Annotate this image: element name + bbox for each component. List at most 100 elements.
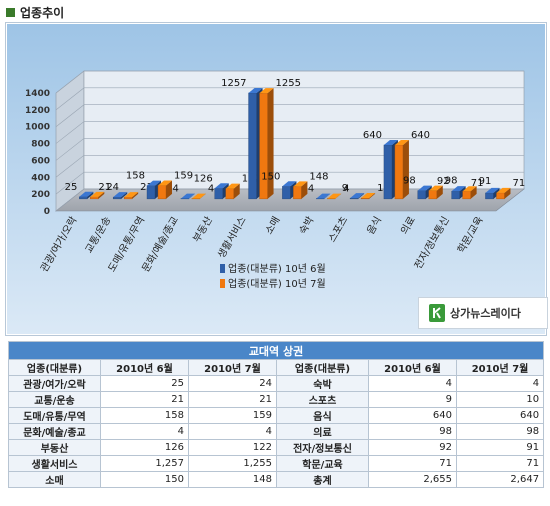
table-category-cell: 문화/예술/종교 (8, 423, 101, 440)
bar-front (157, 185, 167, 200)
table-header-cell: 2010년 7월 (188, 359, 277, 376)
bar-front (282, 186, 291, 200)
table-value-cell: 4 (188, 423, 277, 440)
table-value-cell: 640 (455, 407, 545, 424)
table-category-cell: 소매 (8, 471, 101, 488)
bar-top (428, 185, 443, 191)
table-value-cell: 21 (188, 391, 277, 408)
table-value-cell: 24 (188, 375, 277, 392)
bar-side (436, 185, 443, 199)
bar-top (90, 191, 105, 197)
table-category-cell: 의료 (276, 423, 369, 440)
bar-front (112, 196, 122, 200)
bar-top (248, 87, 263, 93)
y-tick-label: 200 (31, 190, 50, 200)
y-tick-label: 600 (31, 156, 50, 166)
bar-value-label: 98 (445, 176, 458, 187)
bar-value-label: 4 (308, 184, 314, 195)
bar-front (428, 190, 437, 200)
table-row: 부동산 126 122 전자/정보통신 92 91 (8, 439, 545, 456)
bar-front (462, 191, 471, 200)
chart-panel: 0 200 400 600 800 1000 1200 1400 25 24 관광/여가/오락 21 2… (5, 22, 548, 336)
header-square-icon (6, 7, 15, 17)
bar-value-label: 71 (512, 178, 525, 189)
y-tick-label: 400 (31, 173, 50, 183)
table-row: 생활서비스 1,257 1,255 학문/교육 71 71 (8, 455, 545, 472)
bar-value-label: 4 (343, 184, 349, 195)
y-tick-label: 1400 (25, 89, 50, 99)
bar-front (259, 92, 268, 200)
bar-top (225, 183, 240, 189)
bar-front (90, 196, 99, 200)
bar-front (349, 197, 359, 200)
table-header-cell: 2010년 6월 (100, 359, 189, 376)
bar-front (214, 188, 223, 200)
bar-value-label: 9 (342, 183, 348, 194)
bar-value-label: 91 (479, 176, 492, 187)
bar-top (451, 186, 466, 192)
y-gridline (55, 154, 524, 178)
y-gridline (55, 138, 524, 161)
y-tick-label: 0 (44, 207, 50, 217)
table-row: 관광/여가/오락 25 24 숙박 4 4 (8, 375, 545, 392)
bar-value-label: 98 (403, 176, 416, 187)
bar-value-label: 150 (261, 171, 280, 182)
table-category-cell: 부동산 (8, 439, 101, 456)
table-row: 도매/유통/무역 158 159 음식 640 640 (8, 407, 545, 424)
bar-side (121, 192, 128, 199)
y-tick-label: 1200 (25, 106, 50, 116)
legend-label: 업종(대분류) 10년 6월 (228, 262, 326, 275)
bar-side (199, 193, 206, 199)
bar-top (79, 191, 94, 197)
table-category-cell: 전자/정보통신 (276, 439, 369, 456)
bar-front (293, 186, 302, 200)
table-value-cell: 640 (368, 407, 457, 424)
table-value-cell: 10 (455, 391, 545, 408)
table-category-cell: 학문/교육 (276, 455, 369, 472)
bar-front (451, 190, 460, 200)
bar-value-label: 71 (471, 178, 484, 189)
logo-icon (429, 304, 445, 322)
table-value-cell: 25 (100, 375, 189, 392)
bar-top (158, 180, 173, 186)
table-row: 문화/예술/종교 4 4 의료 98 98 (8, 423, 545, 440)
bar-top (259, 88, 274, 94)
bar-front (394, 144, 404, 200)
y-tick-label: 800 (31, 140, 50, 150)
bar-front (485, 192, 494, 200)
table-category-cell: 총계 (276, 471, 369, 488)
bar-top (394, 139, 409, 145)
bar-top (361, 193, 376, 199)
logo-text: 상가뉴스레이다 (450, 307, 521, 320)
legend-swatch (220, 279, 225, 288)
bar-value-label: 25 (65, 182, 78, 193)
table-category-cell: 스포츠 (276, 391, 369, 408)
table-value-cell: 98 (455, 423, 545, 440)
y-gridline (55, 188, 524, 212)
bar-side (369, 193, 376, 199)
table-value-cell: 21 (100, 391, 189, 408)
bar-value-label: 92 (437, 176, 450, 187)
bar-side (132, 192, 139, 199)
bar-side (233, 183, 240, 199)
legend-label: 업종(대분류) 10년 7월 (228, 277, 326, 290)
bar-value-label: 158 (126, 171, 145, 182)
bar-value-label: 126 (194, 173, 213, 184)
section-header: 업종추이 (6, 4, 64, 20)
table-value-cell: 2,655 (368, 471, 457, 488)
table-value-cell: 4 (455, 375, 545, 392)
bar-side (335, 193, 342, 199)
bar-value-label: 1255 (276, 78, 301, 89)
bar-value-label: 1257 (221, 78, 246, 89)
table-value-cell: 98 (368, 423, 457, 440)
table-value-cell: 1,257 (100, 455, 189, 472)
table-value-cell: 91 (455, 439, 545, 456)
bar-front (79, 196, 88, 200)
bar-side (87, 191, 94, 199)
bar-front (360, 197, 370, 200)
bar-side (166, 180, 173, 199)
table-value-cell: 148 (188, 471, 277, 488)
table-header-cell: 2010년 7월 (455, 359, 545, 376)
bar-side (98, 191, 105, 199)
table-value-cell: 150 (100, 471, 189, 488)
